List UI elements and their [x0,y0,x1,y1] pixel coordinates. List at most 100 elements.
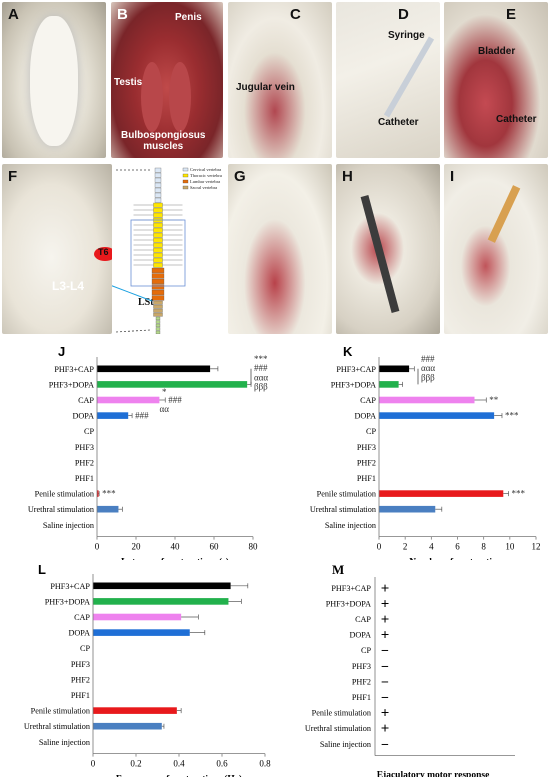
category-label: PHF1 [357,474,376,483]
vertebra [155,323,161,328]
category-label: Penile stimulation [35,490,94,499]
panel-label-b: B [117,6,128,23]
bar [93,613,182,621]
vertebra [154,177,162,183]
category-label: PHF2 [352,677,371,686]
panel-label-m: M [332,562,344,577]
annotation-syringe: Syringe [388,30,425,41]
photo-panel-h: H [336,164,440,334]
vertebra [151,273,165,279]
vertebra [154,182,162,188]
bar [97,381,248,388]
photo-panel-a: A [2,2,106,158]
bar [97,412,129,419]
panel-label-f: F [8,168,18,185]
vertebra [151,284,165,290]
bracket-annotation: *** [254,354,268,364]
bar [97,396,160,404]
category-label: CP [366,427,376,436]
response-mark: + [381,706,390,722]
bar [379,412,495,419]
category-label: Saline injection [325,521,376,530]
x-tick-label: 80 [249,542,259,552]
category-label: PHF3+CAP [54,365,94,374]
x-tick-label: 0.2 [130,759,141,769]
bar [97,505,119,513]
bar [93,598,229,605]
bar [379,396,475,404]
vertebra [153,227,163,233]
annotation-l3-l4: L3-L4 [52,279,85,293]
chart-j: J PHF3+CAP PHF3+DOPA CAP DOPA CP PHF3 PHF2 PHF1 P… [28,344,269,560]
x-tick-label: 0.4 [173,759,185,769]
significance-annotation: αα [160,404,170,414]
vertebra [154,192,162,198]
vertebra [153,312,163,317]
significance-annotation: ** [489,395,499,405]
bracket-annotation: ααα [254,372,268,382]
bracket-annotation: βββ [421,372,435,382]
category-label: DOPA [68,629,90,638]
x-tick-label: 0 [377,542,382,552]
category-label: PHF2 [357,458,376,467]
vertebra [153,257,163,263]
bar [379,365,410,373]
legend-cervical: Cervical vertebra [190,167,221,172]
category-label: PHF1 [75,474,94,483]
response-mark: − [381,675,389,690]
chart-k: K PHF3+CAP PHF3+DOPA CAP DOPA CP PHF3 PHF2 PHF1 P… [310,344,541,560]
category-label: Saline injection [43,521,94,530]
category-label: PHF3+DOPA [326,599,371,608]
response-mark: + [381,612,390,628]
vertebra [153,202,163,208]
category-label: PHF3+CAP [331,584,371,593]
photo-panel-b: B Penis Testis Bulbospongiosus muscles [111,2,223,158]
category-label: Urethral stimulation [28,505,94,514]
vertebra [153,222,163,228]
bar [93,707,177,714]
category-label: CAP [360,396,376,405]
category-label: Penile stimulation [31,707,90,716]
x-tick-label: 6 [455,542,460,552]
annotation-jugular-vein: Jugular vein [236,82,295,93]
category-label: CAP [355,615,371,624]
spine-diagram: Cervical vertebra Thoracic vertebra Lumb… [112,167,222,334]
vertebra [153,300,163,305]
vertebra [154,167,162,173]
category-label: CP [84,427,94,436]
category-label: Saline injection [320,740,371,749]
x-tick-label: 2 [403,542,408,552]
bar [379,490,504,497]
annotation-bladder: Bladder [478,46,516,57]
category-label: PHF2 [75,458,94,467]
vertebra [155,316,161,321]
response-mark: + [381,581,390,597]
category-label: DOPA [72,412,94,421]
annotation-lst: LSt [138,297,154,308]
vertebra [151,295,165,301]
panel-label-d: D [398,6,409,23]
category-label: PHF3 [352,662,371,671]
x-tick-label: 4 [429,542,434,552]
photo-panel-f: F L3-L4 [2,164,112,334]
vertebra [153,237,163,243]
vertebra [153,304,163,309]
vertebra [153,262,163,268]
bracket-annotation: ### [421,354,435,364]
annotation-bulbospongiosus: Bulbospongiosus muscles [121,130,206,152]
vertebra [153,212,163,218]
significance-annotation: *** [512,489,526,499]
significance-annotation: *** [102,489,116,499]
category-label: Penile stimulation [312,709,371,718]
response-mark: − [381,660,389,675]
x-tick-label: 40 [171,542,181,552]
x-tick-label: 10 [505,542,515,552]
response-mark: − [381,644,389,659]
category-label: PHF3 [357,443,376,452]
annotation-testis: Testis [114,77,143,88]
bracket-annotation: βββ [254,382,268,392]
x-tick-label: 8 [481,542,486,552]
category-label: Saline injection [39,738,90,747]
category-label: CAP [74,613,90,622]
photo-panel-d: D Syringe Catheter [336,2,440,158]
